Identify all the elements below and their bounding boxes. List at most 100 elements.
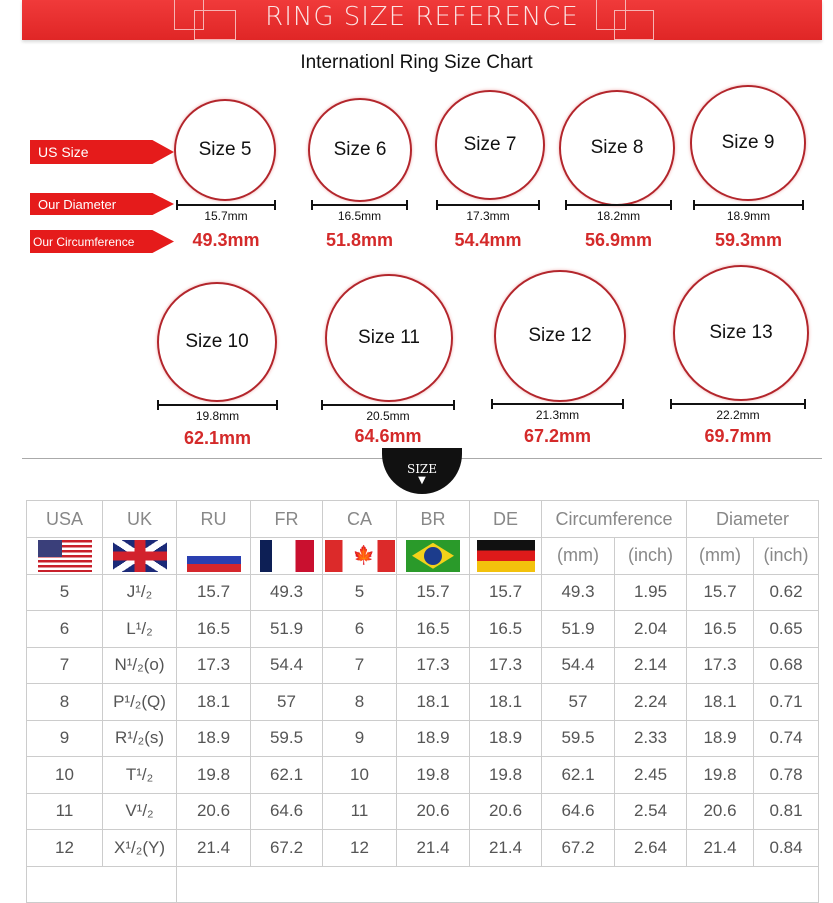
column-header: DE — [469, 500, 542, 538]
unit-header: (inch) — [613, 537, 688, 575]
column-header: RU — [176, 500, 251, 538]
table-cell: 10 — [322, 756, 397, 794]
ring-circle: Size 10 — [157, 282, 277, 402]
table-cell: 18.9 — [686, 719, 755, 757]
diameter-bar — [436, 200, 540, 210]
us-size-arrow-label: US Size — [30, 140, 174, 164]
size-badge: SIZE ▼ — [382, 448, 462, 494]
table-cell: 15.7 — [396, 573, 470, 611]
table-cell: 18.9 — [469, 719, 542, 757]
table-cell: 67.2 — [541, 829, 615, 867]
ring-circumference: 54.4mm — [454, 230, 522, 250]
flag-cell — [396, 537, 470, 575]
table-cell: 21.4 — [469, 829, 542, 867]
ring-circumference: 64.6mm — [354, 426, 422, 446]
table-row: 10 T¹/₂ 19.8 62.1 10 19.8 19.8 62.1 2.45 19.8 0.78 — [26, 756, 820, 794]
down-arrow-icon: ▼ — [418, 475, 426, 486]
table-row: 9 R¹/₂(s) 18.9 59.5 9 18.9 18.9 59.5 2.33 18.9 0.7… — [26, 719, 820, 757]
table-cell: 20.6 — [686, 792, 755, 830]
ring-circumference: 67.2mm — [523, 426, 592, 446]
table-cell: 5 — [322, 573, 397, 611]
table-cell: 64.6 — [250, 792, 323, 830]
table-cell: 2.04 — [613, 610, 688, 648]
flag-cell — [469, 537, 542, 575]
table-cell: 0.68 — [753, 646, 820, 684]
table-cell: 8 — [26, 683, 103, 721]
column-header: FR — [250, 500, 323, 538]
diameter-bar — [176, 200, 276, 210]
table-cell: 17.3 — [396, 646, 470, 684]
table-cell: P¹/₂(Q) — [102, 683, 177, 721]
ring-diameter: 15.7mm — [204, 209, 248, 223]
table-cell: 59.5 — [541, 719, 615, 757]
table-cell: T¹/₂ — [102, 756, 177, 794]
ring-diameter: 22.2mm — [716, 408, 760, 422]
table-cell: 17.3 — [469, 646, 542, 684]
ring-circumference: 62.1mm — [183, 428, 252, 448]
ring-circle: Size 9 — [690, 85, 806, 201]
table-cell: 21.4 — [396, 829, 470, 867]
flag-cell — [176, 537, 251, 575]
ring-diameter: 16.5mm — [337, 209, 382, 223]
table-cell: X¹/₂(Y) — [102, 829, 177, 867]
table-cell: 62.1 — [541, 756, 615, 794]
ring-circle: Size 12 — [494, 270, 626, 402]
table-cell: 49.3 — [250, 573, 323, 611]
table-cell: R¹/₂(s) — [102, 719, 177, 757]
ring-circle: Size 13 — [673, 265, 809, 401]
diameter-bar — [157, 400, 278, 410]
table-cell: N¹/₂(o) — [102, 646, 177, 684]
table-cell: 19.8 — [469, 756, 542, 794]
table-cell: 2.24 — [613, 683, 688, 721]
table-cell: 49.3 — [541, 573, 615, 611]
table-cell: 18.1 — [396, 683, 470, 721]
ring-diameter: 21.3mm — [535, 408, 580, 422]
decorative-square — [614, 10, 654, 40]
table-cell: 20.6 — [469, 792, 542, 830]
table-cell: 21.4 — [686, 829, 755, 867]
ring-circumference: 59.3mm — [714, 230, 783, 250]
diameter-bar — [491, 399, 624, 409]
table-cell: 12 — [26, 829, 103, 867]
ring-diameter: 19.8mm — [195, 409, 240, 423]
unit-header: (mm) — [541, 537, 615, 575]
table-cell: 54.4 — [541, 646, 615, 684]
germany-flag-icon — [476, 539, 535, 572]
russia-flag-icon — [186, 547, 241, 572]
table-cell: 19.8 — [396, 756, 470, 794]
column-header: Circumference — [540, 500, 688, 538]
table-cell: 15.7 — [686, 573, 755, 611]
table-cell: 19.8 — [176, 756, 251, 794]
ring-circle: Size 8 — [559, 90, 675, 206]
table-cell: 51.9 — [541, 610, 615, 648]
uk-flag-icon — [112, 539, 167, 572]
ring-circumference: 51.8mm — [325, 230, 394, 250]
table-cell: 0.74 — [753, 719, 820, 757]
table-cell: 67.2 — [250, 829, 323, 867]
table-cell: 11 — [26, 792, 103, 830]
diameter-bar — [693, 200, 804, 210]
table-row — [26, 865, 820, 903]
table-cell: 15.7 — [176, 573, 251, 611]
ring-circumference: 49.3mm — [192, 230, 260, 250]
table-cell: 9 — [322, 719, 397, 757]
table-cell: 16.5 — [469, 610, 542, 648]
table-cell: 15.7 — [469, 573, 542, 611]
table-cell: 6 — [26, 610, 103, 648]
column-header: UK — [102, 500, 177, 538]
us-flag-icon — [37, 539, 92, 572]
table-cell: 17.3 — [686, 646, 755, 684]
table-cell: 6 — [322, 610, 397, 648]
table-cell: 0.62 — [753, 573, 820, 611]
table-cell: 12 — [322, 829, 397, 867]
table-row: 6 L¹/₂ 16.5 51.9 6 16.5 16.5 51.9 2.04 16.5 0.65 — [26, 610, 820, 648]
flag-cell: 🍁 — [322, 537, 397, 575]
table-cell: 16.5 — [686, 610, 755, 648]
ring-diameter: 18.9mm — [726, 209, 771, 223]
table-cell: 1.95 — [613, 573, 688, 611]
table-cell: 0.71 — [753, 683, 820, 721]
table-cell: 9 — [26, 719, 103, 757]
table-cell: 5 — [26, 573, 103, 611]
ring-circle: Size 5 — [174, 99, 276, 201]
table-cell: 57 — [250, 683, 323, 721]
